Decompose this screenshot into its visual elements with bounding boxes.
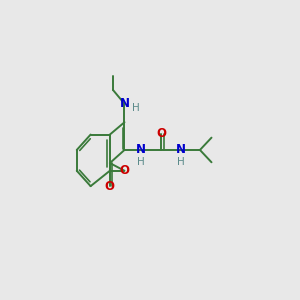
Text: O: O bbox=[119, 164, 130, 177]
Text: O: O bbox=[105, 180, 115, 193]
Text: H: H bbox=[177, 157, 184, 166]
Text: N: N bbox=[176, 143, 186, 157]
Text: H: H bbox=[132, 103, 140, 112]
Text: N: N bbox=[136, 143, 146, 157]
Text: O: O bbox=[157, 127, 166, 140]
Text: H: H bbox=[137, 157, 145, 166]
Text: N: N bbox=[119, 97, 130, 110]
